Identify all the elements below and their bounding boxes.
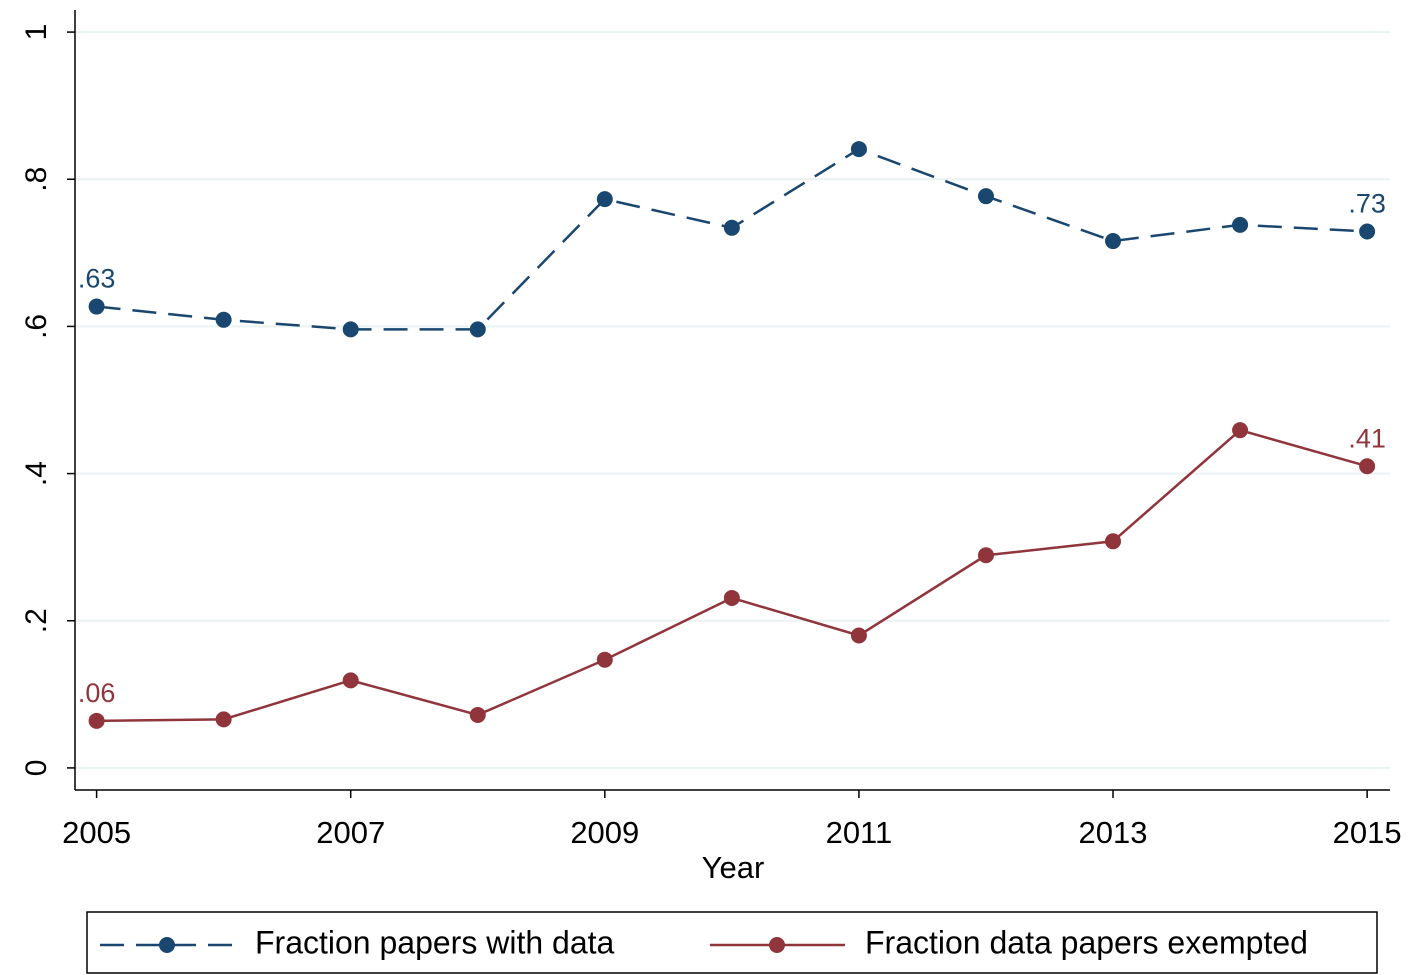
marker bbox=[850, 141, 867, 158]
marker bbox=[469, 321, 486, 338]
marker bbox=[723, 219, 740, 236]
legend-marker bbox=[159, 937, 175, 953]
y-tick-label: .2 bbox=[20, 608, 53, 633]
marker bbox=[1105, 233, 1122, 250]
marker bbox=[88, 712, 105, 729]
marker bbox=[215, 711, 232, 728]
x-tick-label: 2007 bbox=[316, 815, 385, 850]
value-label: .63 bbox=[78, 264, 116, 294]
y-tick-label: 1 bbox=[20, 24, 53, 41]
legend-marker bbox=[769, 937, 785, 953]
marker bbox=[977, 188, 994, 205]
y-tick-label: .8 bbox=[20, 167, 53, 192]
marker bbox=[469, 706, 486, 723]
x-tick-label: 2009 bbox=[570, 815, 639, 850]
marker bbox=[88, 298, 105, 315]
marker bbox=[850, 627, 867, 644]
marker bbox=[1105, 533, 1122, 550]
y-tick-label: .6 bbox=[20, 314, 53, 339]
value-label: .41 bbox=[1348, 423, 1386, 453]
marker bbox=[1232, 216, 1249, 233]
x-tick-label: 2005 bbox=[62, 815, 131, 850]
marker bbox=[1232, 422, 1249, 439]
marker bbox=[1359, 458, 1376, 475]
x-tick-label: 2013 bbox=[1079, 815, 1148, 850]
marker bbox=[596, 651, 613, 668]
marker bbox=[977, 547, 994, 564]
value-label: .06 bbox=[78, 678, 116, 708]
legend-label: Fraction data papers exempted bbox=[865, 924, 1308, 960]
marker bbox=[215, 311, 232, 328]
legend-label: Fraction papers with data bbox=[255, 924, 615, 960]
x-tick-label: 2015 bbox=[1333, 815, 1402, 850]
marker bbox=[342, 672, 359, 689]
value-label: .73 bbox=[1348, 189, 1386, 219]
x-axis-label: Year bbox=[702, 850, 765, 885]
marker bbox=[723, 589, 740, 606]
marker bbox=[596, 191, 613, 208]
y-tick-label: .4 bbox=[20, 461, 53, 486]
x-tick-label: 2011 bbox=[826, 815, 893, 850]
y-tick-label: 0 bbox=[20, 760, 53, 777]
legend-box bbox=[86, 911, 1378, 974]
marker bbox=[1359, 223, 1376, 240]
marker bbox=[342, 321, 359, 338]
